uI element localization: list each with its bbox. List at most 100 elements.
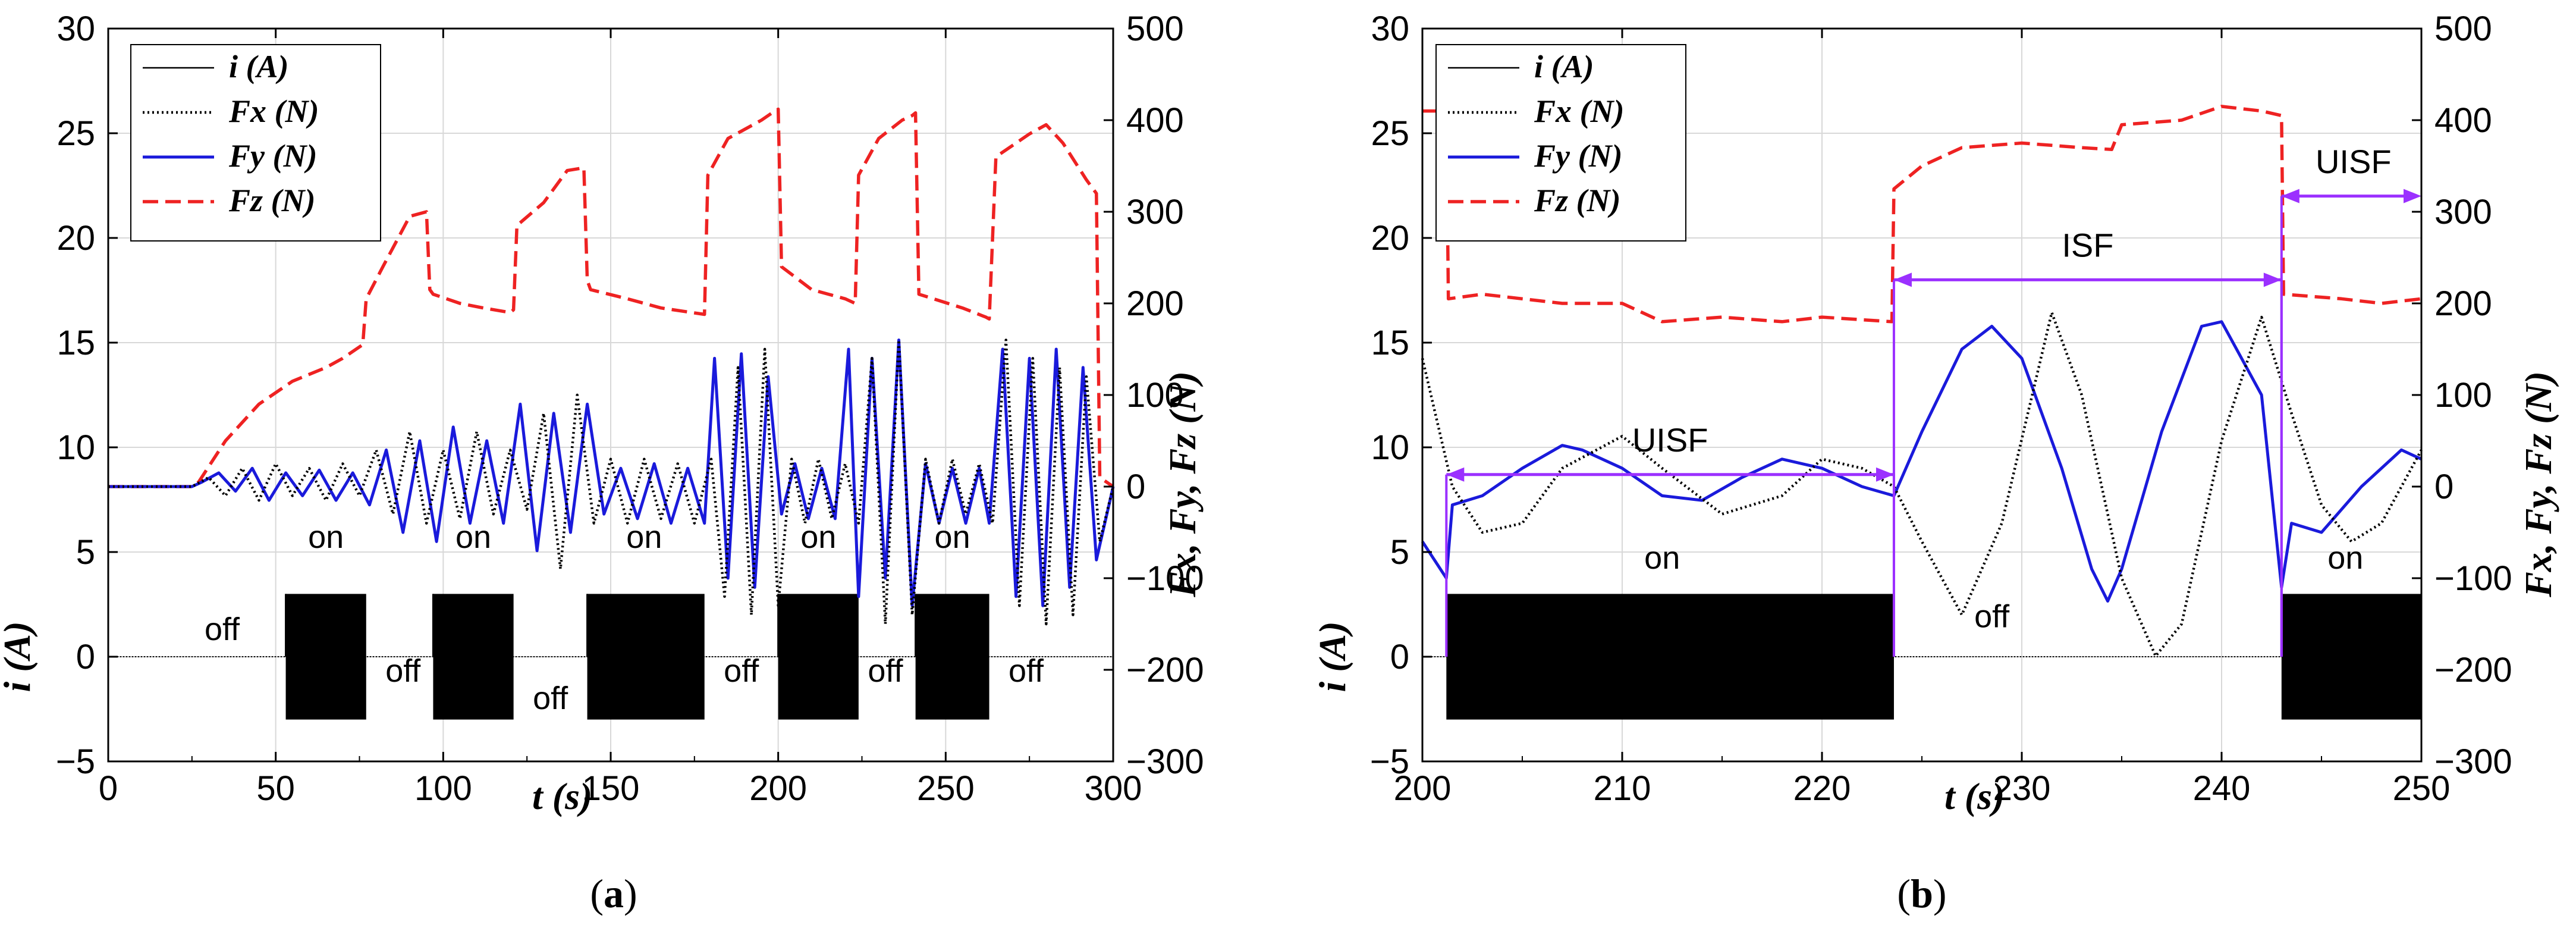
state-label-off: off bbox=[1009, 653, 1044, 689]
x-tick-label: 230 bbox=[1993, 769, 2051, 808]
y-right-tick-label: 100 bbox=[1126, 376, 1184, 415]
y-left-tick-label: 15 bbox=[56, 324, 95, 362]
panel-a-caption: (a) bbox=[590, 871, 637, 916]
state-label-off: off bbox=[385, 653, 421, 689]
panel-b-current-bursts bbox=[1422, 594, 2421, 720]
series-fx-line bbox=[108, 338, 1115, 626]
y-right-tick-label: 200 bbox=[2434, 284, 2492, 323]
y-right-tick-label: −300 bbox=[2434, 742, 2512, 781]
x-tick-label: 210 bbox=[1594, 769, 1651, 808]
panel-b-legend: i (A) Fx (N) Fy (N) Fz (N) bbox=[1435, 44, 1686, 242]
panel-a-annotations: off on off on off on off on off on off bbox=[205, 519, 1044, 716]
panel-a-current-bursts bbox=[108, 594, 1113, 720]
state-label-off: off bbox=[868, 653, 903, 689]
x-tick-label: 250 bbox=[917, 769, 975, 808]
series-fz-line bbox=[108, 107, 1114, 488]
y-right-tick-label: −300 bbox=[1126, 742, 1204, 781]
panel-a-legend: i (A) Fx (N) Fy (N) Fz (N) bbox=[130, 44, 381, 242]
y-right-tick-label: −100 bbox=[2434, 559, 2512, 598]
legend-label-fx: Fx (N) bbox=[228, 93, 319, 129]
y-right-tick-label: −100 bbox=[1126, 559, 1204, 598]
x-tick-label: 250 bbox=[2393, 769, 2451, 808]
region-arrow-head-left bbox=[2281, 189, 2299, 203]
y-right-tick-label: 500 bbox=[1126, 10, 1184, 48]
state-label-on: on bbox=[308, 519, 344, 555]
state-label-on: on bbox=[1644, 540, 1680, 576]
legend-label-fz: Fz (N) bbox=[1534, 183, 1621, 218]
y-left-tick-label: 30 bbox=[56, 10, 95, 48]
state-label-on: on bbox=[935, 519, 970, 555]
y-right-tick-label: 300 bbox=[1126, 193, 1184, 231]
state-label-off: off bbox=[1974, 599, 2010, 635]
current-burst bbox=[433, 594, 514, 720]
region-arrow-head-left bbox=[1446, 467, 1465, 482]
legend-label-fy: Fy (N) bbox=[1534, 138, 1622, 174]
panel-a-right-axis-label: Fx, Fy, Fz (N) bbox=[1161, 371, 1204, 598]
x-tick-label: 300 bbox=[1085, 769, 1142, 808]
y-left-tick-label: −5 bbox=[56, 742, 95, 781]
panel-b-ticks: 200 210 220 230 240 250 −5 0 5 10 15 20 25 30 −300 −200… bbox=[1370, 10, 2512, 808]
y-left-tick-label: 20 bbox=[1371, 219, 1409, 258]
y-right-tick-label: 300 bbox=[2434, 193, 2492, 231]
y-right-tick-label: −200 bbox=[2434, 651, 2512, 689]
y-left-tick-label: 10 bbox=[1371, 428, 1409, 467]
legend-label-fx: Fx (N) bbox=[1534, 93, 1624, 129]
state-label-on: on bbox=[455, 519, 491, 555]
panel-b-left-axis-label: i (A) bbox=[1311, 621, 1353, 692]
y-right-tick-label: 400 bbox=[1126, 101, 1184, 140]
region-arrow-head-right bbox=[1876, 467, 1894, 482]
y-left-tick-label: 15 bbox=[1371, 324, 1409, 362]
y-left-tick-label: 30 bbox=[1371, 10, 1409, 48]
state-label-off: off bbox=[724, 653, 759, 689]
current-burst bbox=[587, 594, 705, 720]
panel-b-right-axis-label: Fx, Fy, Fz (N) bbox=[2517, 371, 2559, 598]
caption-open: ( bbox=[1897, 871, 1911, 916]
y-right-tick-label: 400 bbox=[2434, 101, 2492, 140]
y-right-tick-label: 0 bbox=[1126, 468, 1145, 506]
x-tick-label: 240 bbox=[2193, 769, 2251, 808]
x-tick-label: 220 bbox=[1793, 769, 1851, 808]
x-tick-label: 200 bbox=[749, 769, 807, 808]
panel-a-x-axis-label: t (s) bbox=[532, 775, 592, 817]
y-left-tick-label: 25 bbox=[1371, 114, 1409, 153]
y-left-tick-label: 25 bbox=[56, 114, 95, 153]
panel-b-x-axis-label: t (s) bbox=[1944, 775, 2005, 817]
x-tick-label: 50 bbox=[256, 769, 295, 808]
y-right-tick-label: 0 bbox=[2434, 468, 2454, 506]
y-left-tick-label: 5 bbox=[1390, 533, 1409, 572]
y-left-tick-label: 0 bbox=[76, 638, 95, 676]
region-label: ISF bbox=[2062, 227, 2113, 264]
y-right-tick-label: −200 bbox=[1126, 651, 1204, 689]
legend-box bbox=[1435, 44, 1686, 242]
x-tick-label: 200 bbox=[1394, 769, 1452, 808]
region-arrow-head-right bbox=[2404, 189, 2421, 203]
series-fz-line bbox=[1422, 105, 2422, 324]
x-tick-label: 150 bbox=[582, 769, 640, 808]
legend-label-i: i (A) bbox=[229, 49, 289, 84]
state-label-on: on bbox=[2327, 540, 2363, 576]
y-left-tick-label: 5 bbox=[76, 533, 95, 572]
y-left-tick-label: 10 bbox=[56, 428, 95, 467]
y-left-tick-label: −5 bbox=[1370, 742, 1409, 781]
caption-close: ) bbox=[624, 871, 637, 916]
panel-a-left-axis-label: i (A) bbox=[0, 621, 38, 692]
state-label-off: off bbox=[205, 612, 240, 647]
series-fy-line bbox=[108, 338, 1115, 607]
region-label: UISF bbox=[1632, 421, 1708, 459]
panel-b-annotations: UISF ISF UISF on off on bbox=[1445, 143, 2421, 657]
state-label-off: off bbox=[533, 681, 568, 716]
y-right-tick-label: 500 bbox=[2434, 10, 2492, 48]
legend-label-fy: Fy (N) bbox=[228, 138, 317, 174]
current-burst bbox=[778, 594, 859, 720]
y-right-tick-label: 100 bbox=[2434, 376, 2492, 415]
caption-open: ( bbox=[590, 871, 604, 916]
panel-a-ticks: 0 50 100 150 200 250 300−5051015202530−300−200… bbox=[56, 10, 1204, 808]
region-label: UISF bbox=[2316, 143, 2392, 180]
panel-a-series bbox=[108, 107, 1115, 626]
legend-box bbox=[130, 44, 381, 242]
caption-letter: b bbox=[1911, 871, 1933, 916]
y-left-tick-label: 0 bbox=[1390, 638, 1409, 676]
